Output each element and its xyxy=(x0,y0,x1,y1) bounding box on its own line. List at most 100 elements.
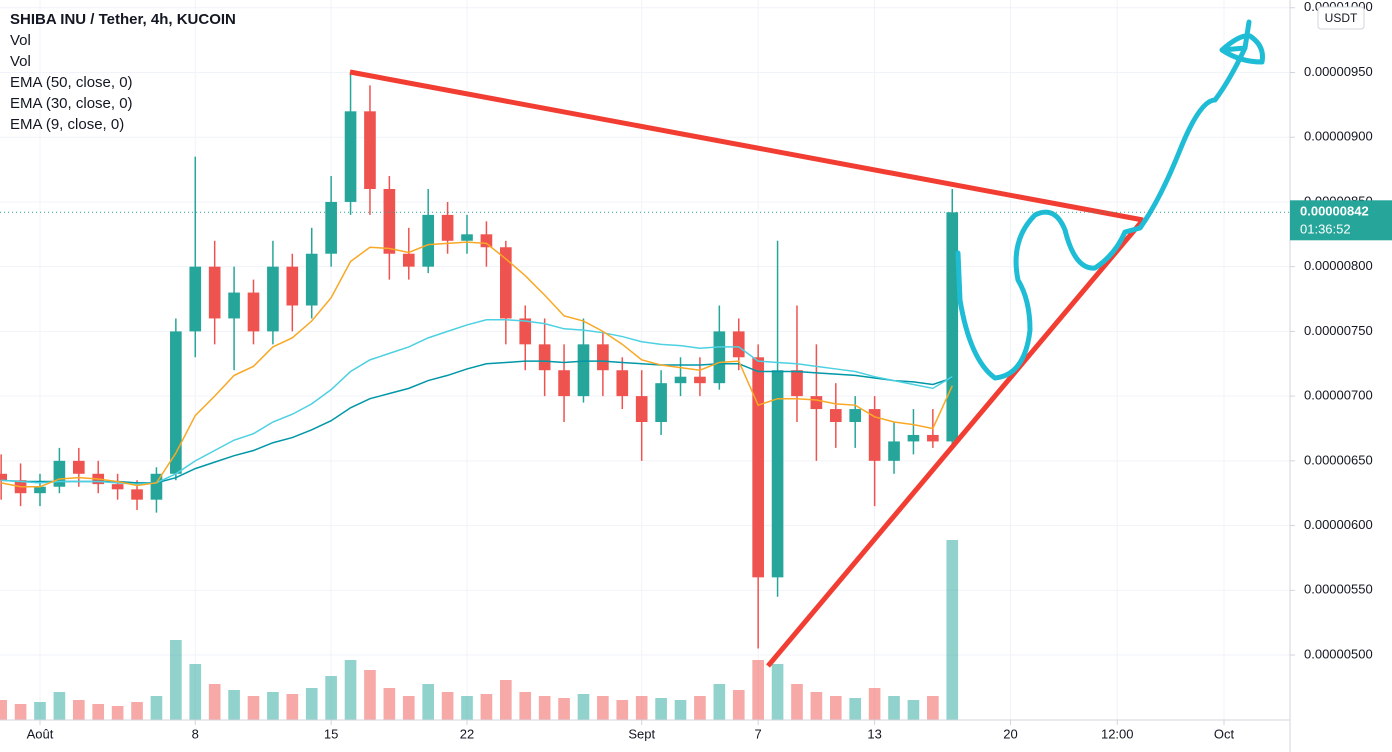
volume-bar xyxy=(674,700,687,720)
candle-body xyxy=(577,344,590,397)
volume-bar xyxy=(364,670,376,720)
candle-body xyxy=(849,409,862,423)
candle-body xyxy=(868,409,881,461)
volume-bar xyxy=(344,660,357,720)
candle-body xyxy=(694,376,706,384)
volume-bar xyxy=(810,692,823,720)
candle-body xyxy=(402,253,415,267)
candle-body xyxy=(500,247,512,319)
candle-body xyxy=(150,473,163,500)
candle-body xyxy=(267,266,279,332)
x-tick-label: 7 xyxy=(755,726,762,741)
candle-body xyxy=(597,344,609,371)
volume-bar xyxy=(480,694,493,720)
drawings xyxy=(349,19,1265,668)
candle-body xyxy=(946,212,959,442)
volume-bar xyxy=(849,698,862,720)
volume-bar xyxy=(771,664,784,720)
candle-body xyxy=(519,318,532,345)
volume-bar xyxy=(732,690,745,720)
candle-body xyxy=(732,331,745,358)
volume-bar xyxy=(402,696,415,720)
y-tick-label: 0.00000750 xyxy=(1304,323,1373,338)
volume-bar xyxy=(150,696,163,720)
candle-body xyxy=(111,484,124,490)
candle-body xyxy=(616,370,629,397)
candle-body xyxy=(752,357,764,578)
candle-body xyxy=(635,396,648,423)
x-tick-label: Août xyxy=(27,726,54,741)
trendline xyxy=(766,218,1145,668)
volume-bar xyxy=(228,690,240,720)
candle-body xyxy=(674,376,687,384)
candle-body xyxy=(72,460,85,474)
candle-body xyxy=(713,331,726,384)
volume-bar xyxy=(53,692,66,720)
y-tick-label: 0.00000700 xyxy=(1304,388,1373,403)
candle-body xyxy=(228,292,240,319)
candle-body xyxy=(383,188,396,254)
volume-bar xyxy=(635,696,648,720)
y-tick-label: 0.00000800 xyxy=(1304,258,1373,273)
legend-entry[interactable]: EMA (50, close, 0) xyxy=(10,74,133,91)
legend-entry[interactable]: Vol xyxy=(10,53,31,70)
candle-body xyxy=(305,253,318,306)
candle-body xyxy=(888,441,900,461)
volume-bar xyxy=(888,696,900,720)
ema-line xyxy=(1,318,953,485)
volume-bar xyxy=(461,696,473,720)
volume-bar xyxy=(519,692,532,720)
candle-body xyxy=(829,409,842,423)
candle-body xyxy=(441,214,454,241)
volume-bar xyxy=(441,692,454,720)
legend-entry[interactable]: EMA (30, close, 0) xyxy=(10,95,133,112)
legend-entry[interactable]: EMA (9, close, 0) xyxy=(10,116,124,133)
candle-body xyxy=(247,292,260,332)
volume-bar xyxy=(538,696,551,720)
candle-body xyxy=(480,234,493,248)
candle-body xyxy=(131,489,143,500)
candle-body xyxy=(170,331,182,474)
legend: SHIBA INU / Tether, 4h, KUCOIN Vol Vol E… xyxy=(10,11,236,133)
candle-body xyxy=(422,214,435,267)
volume-bar xyxy=(286,694,299,720)
last-price-box xyxy=(1290,200,1392,241)
x-tick-label: Oct xyxy=(1214,726,1235,741)
x-tick-label: 20 xyxy=(1003,726,1017,741)
volume-bar xyxy=(325,676,337,720)
candle-body xyxy=(558,370,570,397)
volume-bar xyxy=(267,692,279,720)
y-tick-label: 0.00000900 xyxy=(1304,129,1373,144)
ema-layer xyxy=(1,241,953,488)
legend-entry[interactable]: Vol xyxy=(10,32,31,49)
volume-bar xyxy=(170,640,182,720)
candle-body xyxy=(655,383,667,423)
volume-layer xyxy=(0,540,959,720)
currency: USDT xyxy=(1325,11,1358,25)
volume-bar xyxy=(577,694,590,720)
currency-box[interactable] xyxy=(1317,6,1365,30)
volume-bar xyxy=(0,700,7,720)
volume-bar xyxy=(694,696,706,720)
volume-bar xyxy=(829,696,842,720)
candle-body xyxy=(810,396,823,410)
candle-body xyxy=(0,473,7,481)
x-tick-label: 8 xyxy=(192,726,199,741)
volume-bar xyxy=(868,688,881,720)
candle-body xyxy=(461,234,473,241)
x-tick-label: 22 xyxy=(460,726,474,741)
volume-bar xyxy=(305,688,318,720)
volume-bar xyxy=(208,684,221,720)
volume-bar xyxy=(92,704,105,720)
x-tick-label: Sept xyxy=(628,726,655,741)
last-price-label: 0.00000842 xyxy=(1300,204,1369,219)
volume-bar xyxy=(907,700,920,720)
volume-bar xyxy=(500,680,512,720)
volume-bar xyxy=(422,684,435,720)
volume-bar xyxy=(946,540,959,720)
trendline xyxy=(349,69,1144,223)
candle-body xyxy=(791,370,803,397)
candle-body xyxy=(538,344,551,371)
volume-bar xyxy=(247,696,260,720)
